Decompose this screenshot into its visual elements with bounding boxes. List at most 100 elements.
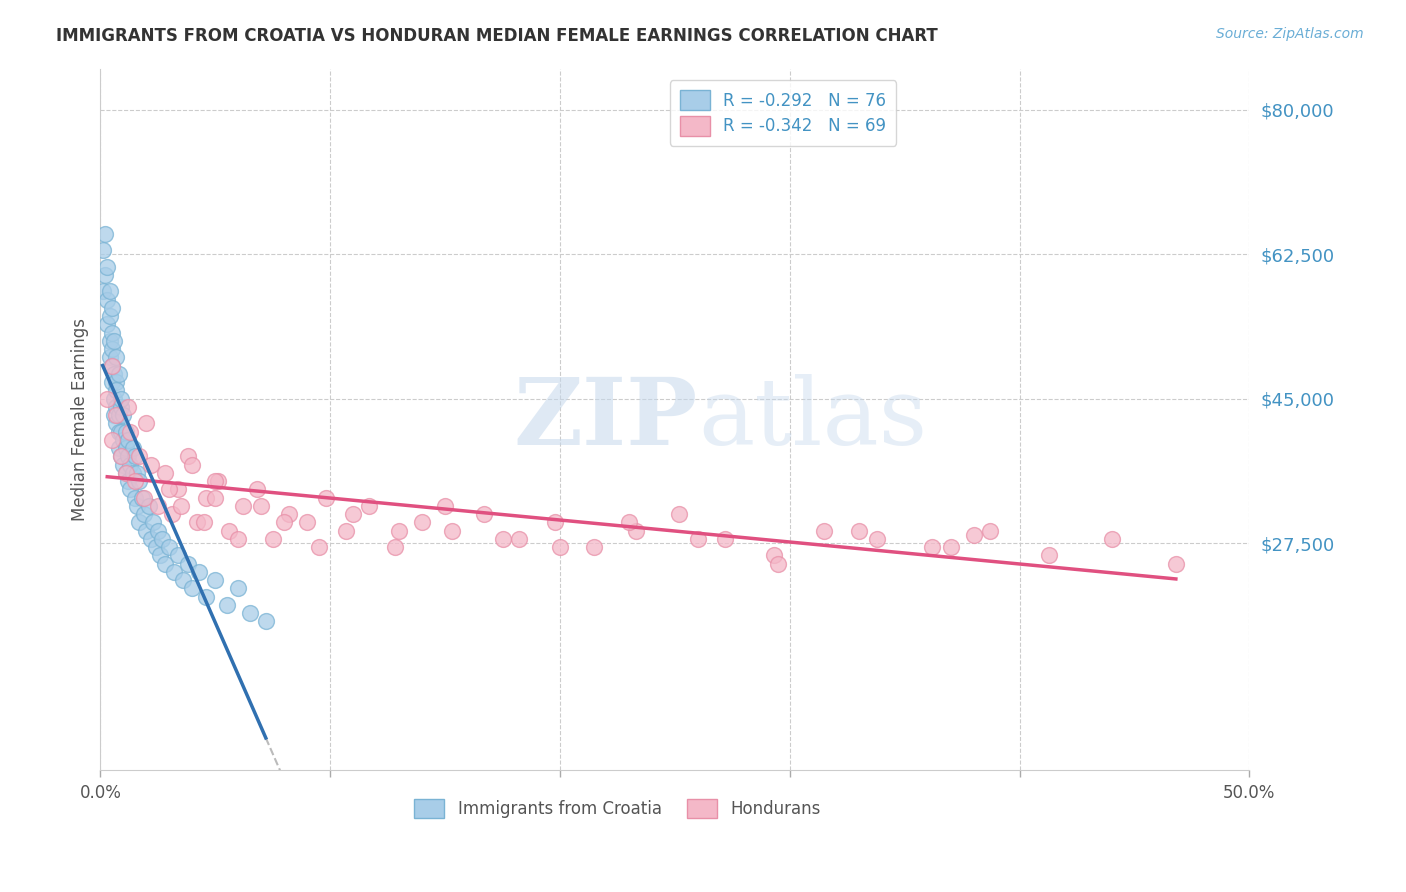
- Point: [101, 375, 124, 389]
- Point: [195, 491, 218, 505]
- Point: [101, 342, 124, 356]
- Point: [411, 516, 433, 530]
- Point: [508, 532, 530, 546]
- Point: [172, 573, 194, 587]
- Point: [153, 466, 176, 480]
- Point: [335, 524, 357, 538]
- Point: [120, 483, 142, 497]
- Point: [440, 524, 463, 538]
- Point: [246, 483, 269, 497]
- Point: [472, 507, 495, 521]
- Point: [112, 433, 135, 447]
- Point: [101, 326, 124, 340]
- Point: [1038, 549, 1060, 563]
- Point: [127, 499, 149, 513]
- Point: [94, 268, 117, 282]
- Point: [921, 540, 943, 554]
- Point: [157, 483, 180, 497]
- Point: [149, 549, 172, 563]
- Point: [110, 400, 132, 414]
- Point: [117, 400, 139, 414]
- Point: [114, 441, 136, 455]
- Point: [359, 499, 381, 513]
- Point: [117, 450, 139, 464]
- Point: [105, 375, 128, 389]
- Point: [124, 491, 146, 505]
- Point: [103, 408, 125, 422]
- Point: [103, 334, 125, 348]
- Point: [101, 301, 124, 315]
- Point: [388, 524, 411, 538]
- Point: [107, 408, 129, 422]
- Point: [105, 408, 128, 422]
- Point: [101, 359, 124, 373]
- Point: [107, 367, 129, 381]
- Point: [121, 441, 143, 455]
- Point: [98, 285, 121, 299]
- Point: [762, 549, 785, 563]
- Point: [668, 507, 690, 521]
- Point: [128, 474, 150, 488]
- Text: atlas: atlas: [697, 375, 927, 464]
- Point: [1164, 557, 1187, 571]
- Point: [315, 491, 337, 505]
- Point: [146, 524, 169, 538]
- Point: [160, 507, 183, 521]
- Y-axis label: Median Female Earnings: Median Female Earnings: [72, 318, 89, 521]
- Point: [96, 318, 118, 332]
- Point: [170, 499, 193, 513]
- Point: [110, 450, 132, 464]
- Point: [101, 359, 124, 373]
- Point: [107, 425, 129, 439]
- Point: [226, 532, 249, 546]
- Point: [103, 367, 125, 381]
- Point: [120, 425, 142, 439]
- Point: [163, 565, 186, 579]
- Point: [152, 532, 174, 546]
- Point: [979, 524, 1001, 538]
- Point: [548, 540, 571, 554]
- Point: [114, 466, 136, 480]
- Point: [157, 540, 180, 554]
- Point: [145, 540, 167, 554]
- Point: [101, 433, 124, 447]
- Point: [138, 499, 160, 513]
- Point: [105, 351, 128, 365]
- Point: [114, 425, 136, 439]
- Point: [142, 516, 165, 530]
- Point: [135, 417, 157, 431]
- Text: Source: ZipAtlas.com: Source: ZipAtlas.com: [1216, 27, 1364, 41]
- Point: [195, 590, 218, 604]
- Point: [135, 524, 157, 538]
- Point: [714, 532, 737, 546]
- Point: [167, 483, 190, 497]
- Point: [167, 549, 190, 563]
- Legend: Immigrants from Croatia, Hondurans: Immigrants from Croatia, Hondurans: [408, 792, 827, 825]
- Point: [105, 417, 128, 431]
- Point: [121, 466, 143, 480]
- Point: [1101, 532, 1123, 546]
- Point: [176, 450, 198, 464]
- Point: [226, 582, 249, 596]
- Point: [98, 334, 121, 348]
- Point: [124, 474, 146, 488]
- Text: IMMIGRANTS FROM CROATIA VS HONDURAN MEDIAN FEMALE EARNINGS CORRELATION CHART: IMMIGRANTS FROM CROATIA VS HONDURAN MEDI…: [56, 27, 938, 45]
- Point: [107, 441, 129, 455]
- Point: [768, 557, 790, 571]
- Point: [848, 524, 870, 538]
- Point: [110, 425, 132, 439]
- Point: [204, 474, 226, 488]
- Point: [98, 351, 121, 365]
- Point: [186, 516, 208, 530]
- Point: [277, 507, 299, 521]
- Point: [120, 458, 142, 472]
- Point: [239, 606, 262, 620]
- Point: [146, 499, 169, 513]
- Point: [544, 516, 567, 530]
- Point: [128, 516, 150, 530]
- Point: [204, 491, 226, 505]
- Point: [866, 532, 889, 546]
- Point: [139, 532, 162, 546]
- Point: [232, 499, 254, 513]
- Text: ZIP: ZIP: [513, 375, 697, 464]
